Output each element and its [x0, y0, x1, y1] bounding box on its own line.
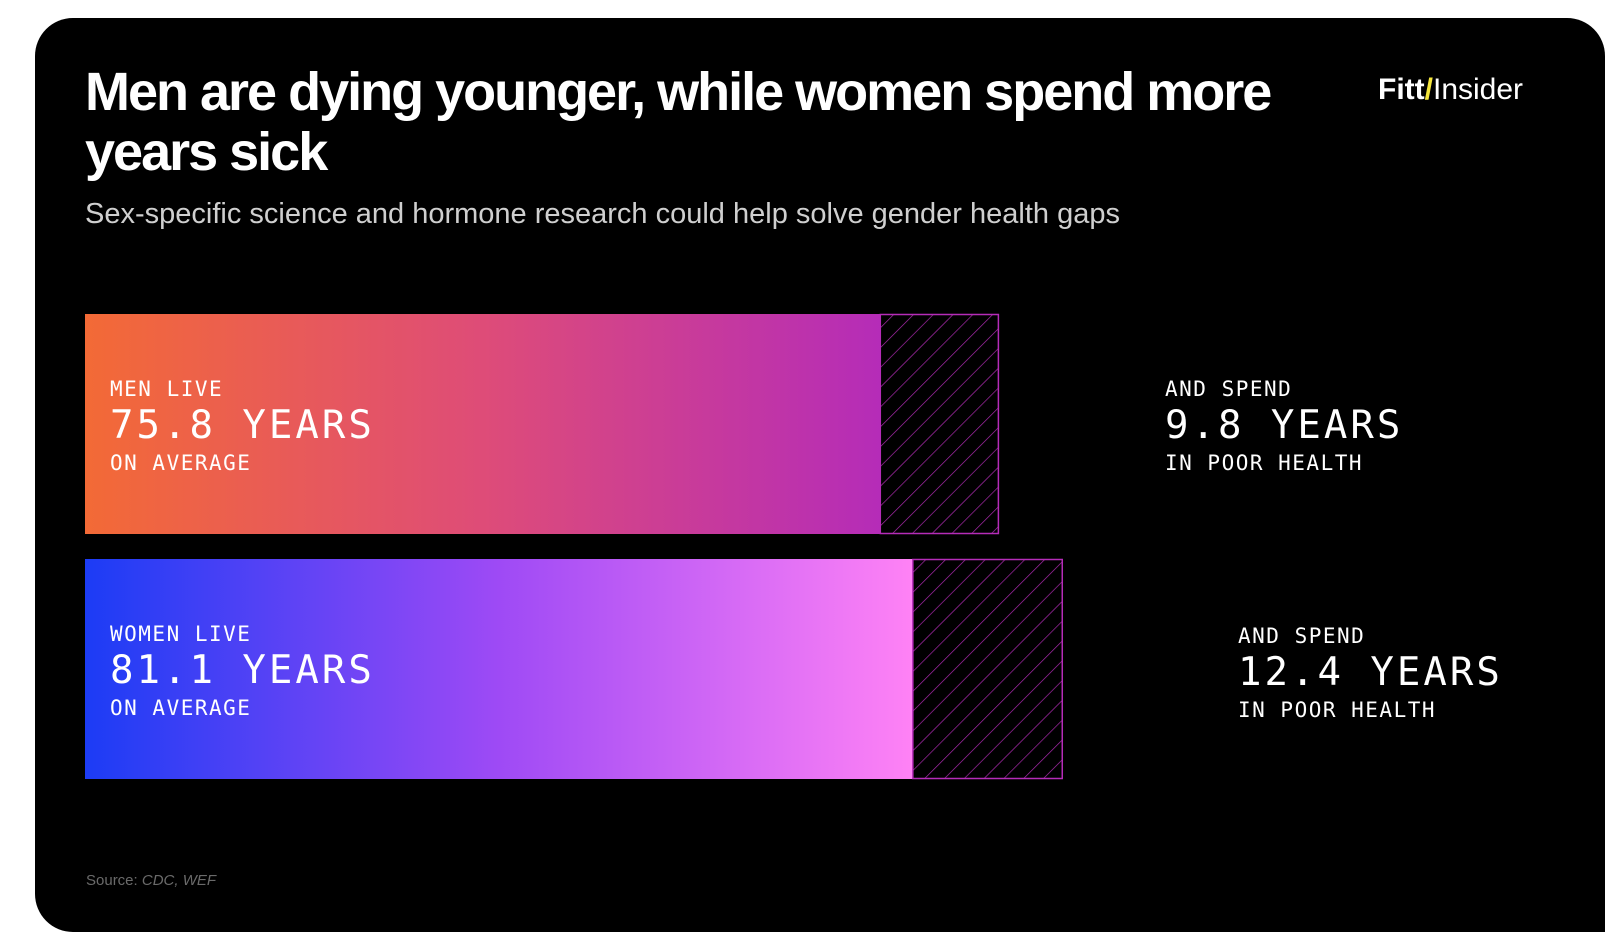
men-label-bottom: ON AVERAGE	[110, 451, 252, 475]
men-side-label: AND SPEND 9.8 YEARS IN POOR HEALTH	[1165, 376, 1403, 476]
men-side-bottom: IN POOR HEALTH	[1165, 451, 1364, 475]
logo-part-fitt: Fitt	[1378, 73, 1425, 106]
women-life-value: 81.1 YEARS	[110, 648, 375, 693]
source-note: Source: CDC, WEF	[86, 872, 216, 889]
men-side-top: AND SPEND	[1165, 377, 1293, 401]
women-poor-health-bar	[912, 558, 1064, 780]
source-prefix: Source:	[86, 872, 138, 889]
men-life-value: 75.8 YEARS	[110, 403, 375, 448]
brand-logo: Fitt/Insider	[1378, 72, 1523, 108]
women-poor-health-value: 12.4 YEARS	[1238, 650, 1503, 695]
chart-subtitle: Sex-specific science and hormone researc…	[85, 198, 1120, 230]
men-label-top: MEN LIVE	[110, 377, 224, 401]
women-healthy-years-bar	[85, 559, 913, 779]
men-healthy-years-bar	[85, 314, 881, 534]
logo-slash: /	[1424, 73, 1433, 106]
women-label-top: WOMEN LIVE	[110, 622, 252, 646]
women-label: WOMEN LIVE 81.1 YEARS ON AVERAGE	[110, 621, 375, 721]
women-label-bottom: ON AVERAGE	[110, 696, 252, 720]
women-side-bottom: IN POOR HEALTH	[1238, 698, 1437, 722]
men-poor-health-bar	[879, 313, 1000, 535]
women-side-label: AND SPEND 12.4 YEARS IN POOR HEALTH	[1238, 623, 1503, 723]
women-side-top: AND SPEND	[1238, 624, 1366, 648]
source-names: CDC, WEF	[141, 872, 217, 889]
men-poor-health-value: 9.8 YEARS	[1165, 403, 1404, 448]
men-label: MEN LIVE 75.8 YEARS ON AVERAGE	[110, 376, 375, 476]
logo-part-insider: Insider	[1432, 73, 1524, 106]
chart-title: Men are dying younger, while women spend…	[85, 62, 1272, 182]
